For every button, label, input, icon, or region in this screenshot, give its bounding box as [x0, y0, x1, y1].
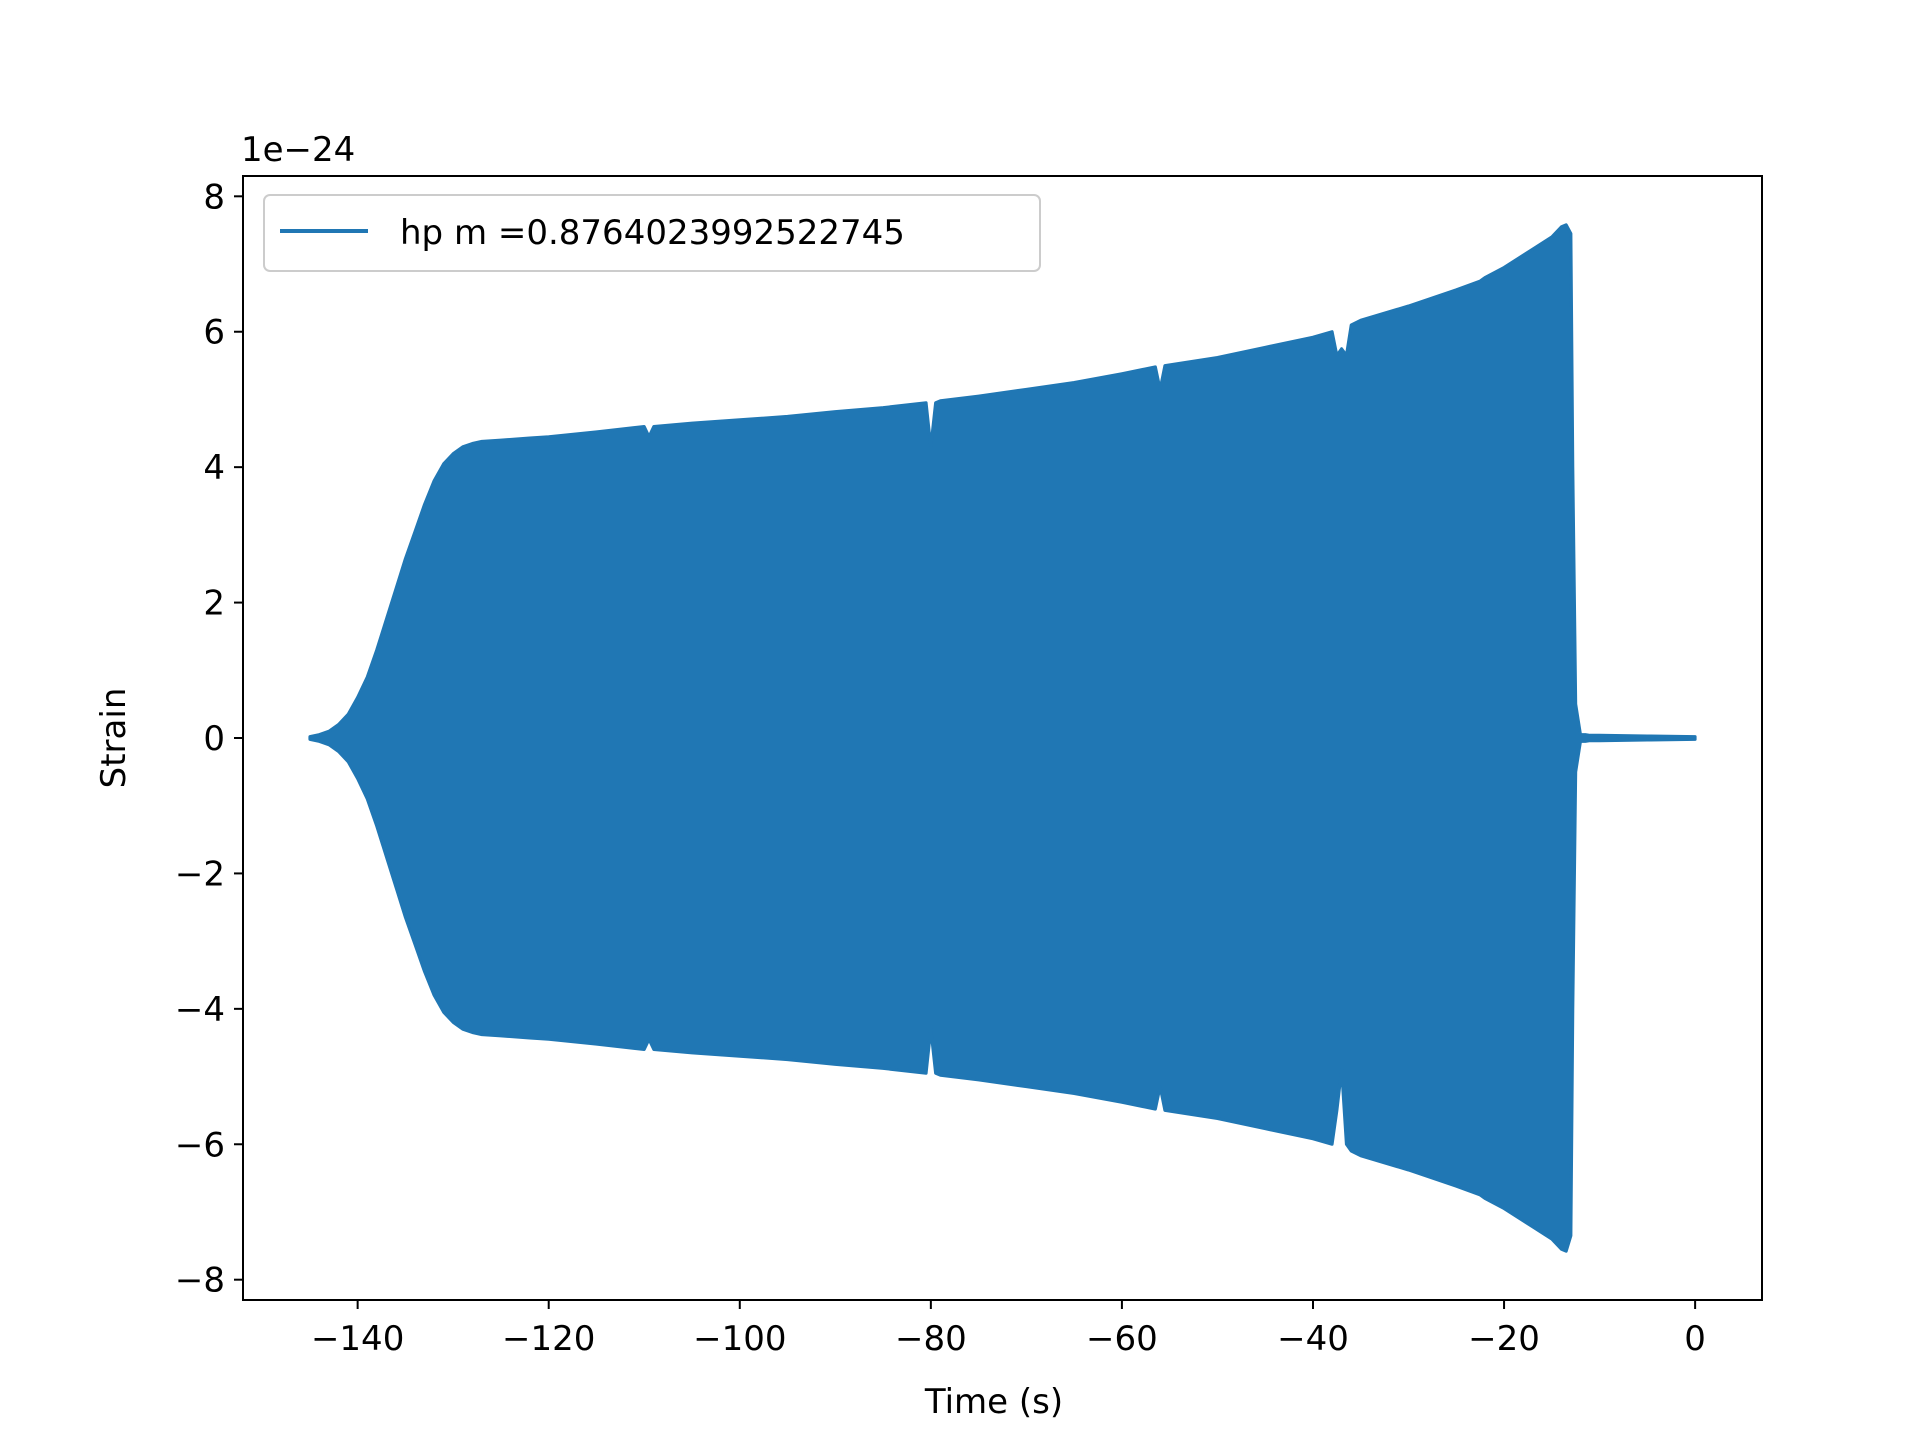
x-tick-label: −100 [693, 1319, 786, 1359]
legend-entry-label: hp m =0.8764023992522745 [400, 213, 905, 253]
y-axis-label: Strain [94, 688, 134, 789]
y-tick-label: 0 [203, 719, 225, 759]
x-tick-label: −140 [311, 1319, 404, 1359]
y-tick-label: −2 [175, 854, 225, 894]
x-tick-label: −80 [895, 1319, 967, 1359]
x-axis-label: Time (s) [924, 1382, 1063, 1422]
y-tick-label: −8 [175, 1261, 225, 1301]
x-tick-label: −120 [502, 1319, 595, 1359]
plot-area [308, 223, 1697, 1253]
legend-box [263, 194, 1041, 272]
y-tick-label: 8 [203, 177, 225, 217]
y-tick-label: −6 [175, 1125, 225, 1165]
x-tick-label: 0 [1684, 1319, 1706, 1359]
x-tick-label: −60 [1086, 1319, 1158, 1359]
y-tick-label: 6 [203, 313, 225, 353]
x-tick-label: −20 [1468, 1319, 1540, 1359]
strain-series-envelope [308, 223, 1697, 1253]
y-offset-label: 1e−24 [241, 130, 355, 170]
x-tick-label: −40 [1277, 1319, 1349, 1359]
legend: hp m =0.8764023992522745 [263, 194, 1041, 272]
y-tick-label: −4 [175, 990, 225, 1030]
y-tick-label: 2 [203, 584, 225, 624]
y-tick-label: 4 [203, 448, 225, 488]
